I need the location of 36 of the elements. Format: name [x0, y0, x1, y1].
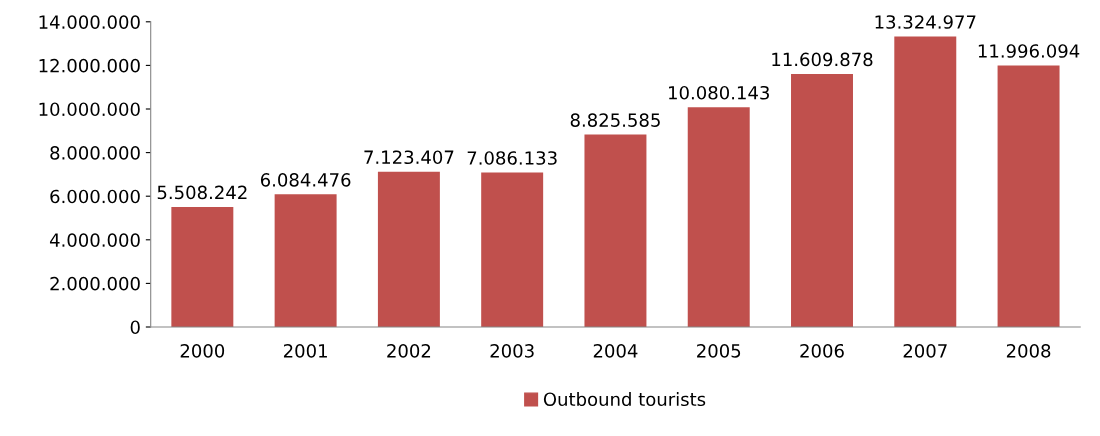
bar — [791, 73, 853, 327]
y-tick-label: 4.000.000 — [49, 233, 140, 247]
data-label: 8.825.585 — [570, 113, 660, 127]
data-label: 7.086.133 — [467, 151, 557, 165]
x-tick-label: 2008 — [1006, 343, 1051, 358]
x-tick-label: 2003 — [490, 343, 534, 358]
y-tick-label: 0 — [130, 320, 140, 335]
data-label: 11.996.094 — [978, 44, 1080, 58]
y-tick-label: 6.000.000 — [50, 189, 140, 204]
y-tick-label: 12.000.000 — [39, 58, 140, 73]
data-label: 7.123.407 — [364, 150, 454, 165]
bar — [171, 206, 234, 327]
data-label: 5.508.242 — [157, 185, 247, 200]
bar — [377, 171, 440, 327]
x-tick-label: 2007 — [903, 343, 947, 358]
x-tick-label: 2001 — [283, 343, 327, 358]
y-tick-label: 2.000.000 — [50, 276, 140, 291]
bar — [894, 36, 957, 327]
y-tick-label: 8.000.000 — [50, 146, 140, 160]
x-tick-label: 2006 — [800, 343, 844, 358]
legend-label: Outbound tourists — [543, 392, 706, 407]
x-tick-label: 2005 — [697, 343, 741, 358]
x-tick-label: 2000 — [180, 343, 225, 358]
bar — [584, 134, 647, 327]
data-label: 6.084.476 — [260, 173, 351, 187]
x-tick-label: 2004 — [593, 343, 638, 358]
y-tick-label: 10.000.000 — [39, 102, 140, 117]
y-tick-label: 14.000.000 — [39, 15, 140, 29]
x-tick-label: 2002 — [387, 343, 431, 358]
bar — [997, 65, 1060, 327]
data-label: 10.080.143 — [669, 85, 769, 100]
bar — [481, 172, 544, 327]
bar — [274, 194, 337, 327]
bar — [687, 107, 750, 327]
data-label: 11.609.878 — [772, 52, 873, 67]
data-label: 13.324.977 — [875, 15, 976, 29]
